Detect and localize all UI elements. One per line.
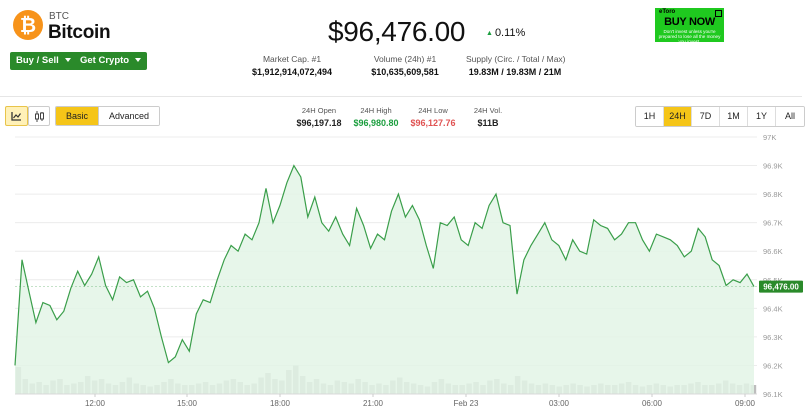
ohlc-value: $11B — [477, 118, 499, 128]
ohlc-label: 24H Open — [301, 106, 337, 115]
y-tick-label: 96.7K — [763, 219, 783, 228]
market-cap-stat: Market Cap. #1 $1,912,914,072,494 — [250, 54, 334, 77]
ohlc-value: $96,127.76 — [410, 118, 456, 128]
mode-advanced-button[interactable]: Advanced — [98, 107, 160, 125]
qr-icon — [715, 10, 722, 17]
range-1h[interactable]: 1H — [636, 107, 664, 126]
mode-basic-button[interactable]: Basic — [56, 107, 99, 125]
y-tick-label: 96.6K — [763, 247, 783, 256]
bitcoin-logo-icon: ₿ — [13, 10, 43, 40]
supply-stat: Supply (Circ. / Total / Max) 19.83M / 19… — [466, 54, 566, 77]
y-tick-label: 97K — [763, 133, 776, 142]
stat-label: Market Cap. #1 — [262, 54, 322, 64]
ad-brand: eToro — [659, 9, 676, 15]
volume-24h-stat: 24H Vol. $11B — [466, 106, 510, 128]
price-change-value: 0.11% — [494, 27, 526, 39]
buy-sell-button[interactable]: Buy / Sell — [10, 52, 77, 70]
y-tick-label: 96.3K — [763, 333, 783, 342]
y-tick-label: 96.4K — [763, 304, 783, 313]
y-tick-label: 96.5K — [763, 276, 783, 285]
ad-disclaimer: Don't invest unless you're prepared to l… — [658, 29, 721, 42]
y-tick-label: 96.9K — [763, 162, 783, 171]
stat-label: Volume (24h) #1 — [373, 54, 437, 64]
time-range-selector: 1H 24H 7D 1M 1Y All — [635, 106, 805, 127]
price-area-fill — [15, 165, 754, 394]
price-line — [14, 164, 755, 366]
header-divider — [0, 96, 802, 97]
candlestick-toggle[interactable] — [28, 106, 50, 126]
x-tick-label: 09:00 — [735, 399, 756, 408]
chart-mode-toggle: Basic Advanced — [55, 106, 161, 126]
range-24h[interactable]: 24H — [664, 107, 692, 126]
candlestick-icon — [29, 107, 49, 125]
y-tick-label: 96.1K — [763, 390, 783, 399]
open-stat: 24H Open $96,197.18 — [294, 106, 344, 128]
x-tick-label: 18:00 — [270, 399, 291, 408]
buy-sell-label: Buy / Sell — [16, 55, 59, 66]
x-tick-label: 21:00 — [363, 399, 384, 408]
ohlc-label: 24H High — [360, 106, 392, 115]
range-1y[interactable]: 1Y — [748, 107, 776, 126]
y-tick-label: 96.8K — [763, 190, 783, 199]
ohlc-value: $96,197.18 — [296, 118, 342, 128]
ad-cta: BUY NOW — [664, 16, 715, 28]
last-price-label: 96,476.00 — [763, 283, 799, 292]
chevron-down-icon — [64, 58, 71, 63]
get-crypto-label: Get Crypto — [80, 55, 130, 66]
range-all[interactable]: All — [776, 107, 804, 126]
volume-stat: Volume (24h) #1 $10,635,609,581 — [368, 54, 442, 77]
price-chart[interactable]: 96.1K 96.2K 96.3K 96.4K 96.5K 96.6K 96.7K 96.8K… — [0, 128, 810, 416]
last-price-badge — [759, 280, 803, 293]
x-tick-label: 12:00 — [85, 399, 106, 408]
chevron-down-icon — [135, 58, 142, 63]
get-crypto-button[interactable]: Get Crypto — [74, 52, 148, 70]
stat-value: $1,912,914,072,494 — [251, 67, 333, 77]
high-stat: 24H High $96,980.80 — [351, 106, 401, 128]
stat-label: Supply (Circ. / Total / Max) — [466, 54, 566, 64]
etoro-ad-banner[interactable]: eToro BUY NOW Don't invest unless you're… — [655, 8, 724, 42]
y-tick-label: 96.2K — [763, 361, 783, 370]
area-chart-toggle[interactable] — [5, 106, 28, 126]
ohlc-label: 24H Vol. — [473, 106, 503, 115]
x-tick-label: Feb 23 — [454, 399, 479, 408]
stat-value: $10,635,609,581 — [371, 67, 439, 77]
range-7d[interactable]: 7D — [692, 107, 720, 126]
coin-name: Bitcoin — [48, 22, 111, 43]
price-change: ▲ 0.11% — [486, 27, 525, 39]
triangle-up-icon: ▲ — [486, 30, 493, 37]
current-price: $96,476.00 — [328, 16, 466, 47]
range-1m[interactable]: 1M — [720, 107, 748, 126]
x-tick-label: 15:00 — [177, 399, 198, 408]
x-tick-label: 06:00 — [642, 399, 663, 408]
coin-symbol: BTC — [49, 11, 69, 22]
area-chart-icon — [6, 107, 27, 125]
x-tick-label: 03:00 — [549, 399, 570, 408]
low-stat: 24H Low $96,127.76 — [408, 106, 458, 128]
stat-value: 19.83M / 19.83M / 21M — [468, 67, 562, 77]
ohlc-value: $96,980.80 — [353, 118, 399, 128]
ohlc-label: 24H Low — [418, 106, 448, 115]
